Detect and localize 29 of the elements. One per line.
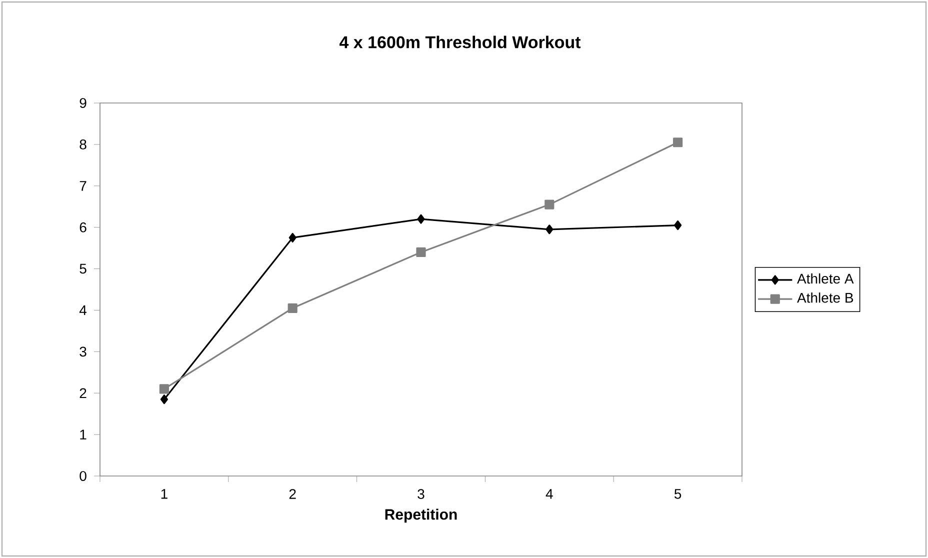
point	[417, 214, 425, 224]
y-tick-label: 2	[80, 388, 86, 398]
point	[288, 232, 296, 242]
y-tick-label: 0	[80, 471, 86, 481]
point	[416, 247, 426, 258]
x-axis-title: Repetition	[385, 508, 457, 523]
y-tick-label: 4	[79, 305, 87, 316]
y-tick-label: 7	[80, 181, 86, 191]
point	[544, 200, 554, 210]
point	[673, 138, 683, 148]
point	[546, 224, 554, 234]
y-tick-label: 1	[80, 430, 86, 440]
y-tick-label: 3	[80, 346, 86, 357]
y-tick-label: 5	[80, 264, 86, 274]
point	[160, 394, 168, 404]
y-tick-label: 8	[80, 140, 86, 150]
point	[288, 303, 298, 313]
chart-title: 4 x 1600m Threshold Workout	[339, 36, 581, 48]
y-tick-label: 9	[80, 98, 86, 108]
legend-label: Athlete B	[797, 292, 854, 303]
point	[159, 384, 169, 394]
x-tick-label: 1	[161, 489, 168, 499]
point	[674, 220, 682, 230]
x-tick-label: 2	[289, 489, 296, 499]
x-tick-label: 4	[546, 489, 553, 499]
x-tick-label: 3	[418, 489, 424, 499]
x-tick-label: 5	[674, 489, 682, 499]
y-tick-label: 6	[80, 222, 86, 232]
legend-label: Athlete A	[797, 273, 854, 284]
